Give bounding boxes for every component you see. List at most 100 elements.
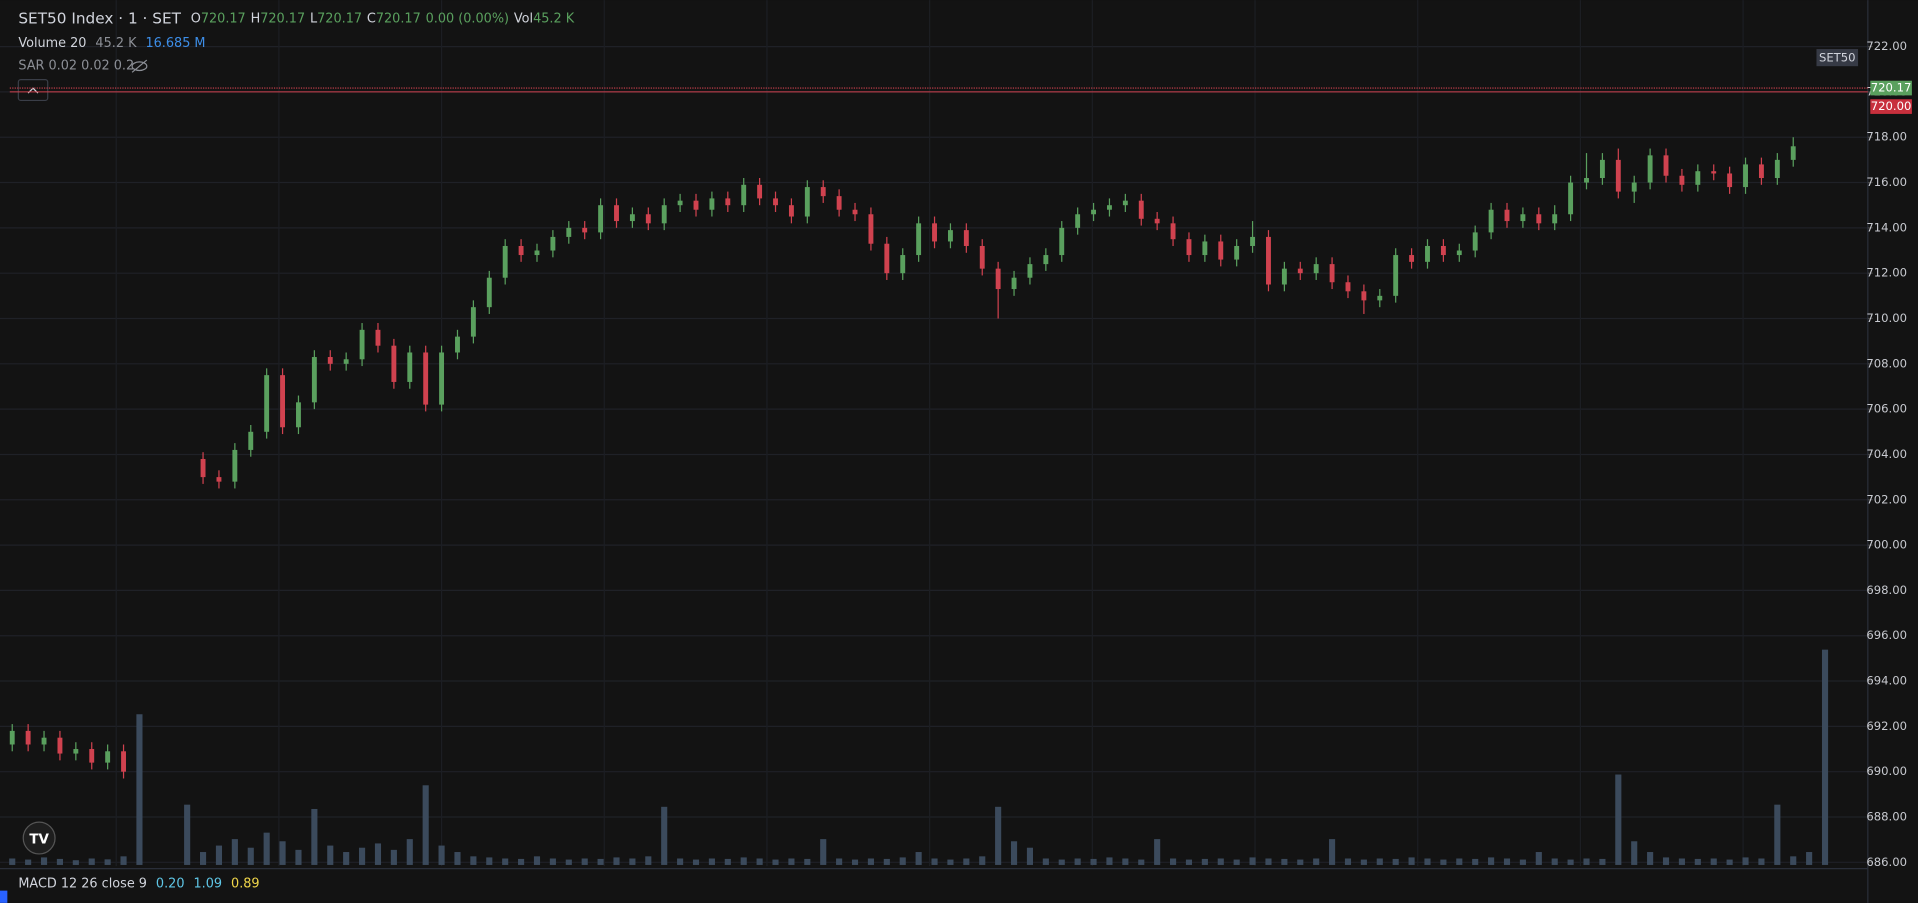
candle-body	[1234, 245, 1240, 260]
collapse-button[interactable]	[17, 79, 49, 102]
y-tick-label: 692.00	[1866, 719, 1907, 733]
volume-bar	[1392, 858, 1399, 865]
y-tick-label: 712.00	[1866, 266, 1907, 280]
volume-bar	[199, 852, 207, 865]
volume-bar	[1249, 857, 1256, 865]
candle-body	[248, 431, 254, 450]
symbol-tag-bg	[1816, 49, 1859, 67]
candle-body	[105, 751, 111, 763]
volume-bar	[1185, 859, 1193, 865]
volume-bar	[756, 858, 763, 865]
y-tick-label: 704.00	[1866, 447, 1907, 461]
candle-body	[1059, 227, 1065, 256]
h-label: H	[251, 11, 261, 26]
sar-study: SAR 0.02 0.02 0.2	[18, 59, 134, 74]
candle-body	[1584, 178, 1589, 183]
volume-bar	[502, 858, 509, 865]
vol-label: Vol	[514, 11, 533, 26]
volume-bar	[995, 806, 1002, 865]
candle-body	[375, 329, 381, 346]
volume-bar	[788, 858, 795, 865]
volume-bar	[1790, 856, 1797, 865]
volume-bar	[1233, 859, 1240, 865]
candle-body	[9, 730, 15, 745]
candle-body	[1663, 155, 1669, 176]
candle-body	[614, 205, 619, 222]
symbol-tag: SET50	[1819, 51, 1856, 65]
volume-bar	[772, 859, 779, 865]
o-label: O	[191, 11, 201, 26]
volume-bar	[25, 859, 32, 865]
volume-bar	[311, 808, 318, 865]
svg-text:TV: TV	[29, 832, 49, 847]
c-label: C	[367, 11, 376, 26]
candle-body	[518, 245, 524, 256]
hide-icon[interactable]	[131, 59, 148, 73]
o-value: 720.17	[201, 11, 246, 26]
volume-bar	[724, 858, 731, 865]
candle-body	[1758, 164, 1764, 179]
volume-bar	[295, 849, 302, 865]
volume-bar	[1010, 841, 1018, 865]
y-tick-label: 688.00	[1866, 809, 1907, 823]
candle-body	[1631, 182, 1637, 192]
volume-bar	[343, 852, 350, 865]
candle-body	[1425, 245, 1430, 262]
candle-body	[1186, 239, 1192, 256]
volume-bar	[708, 858, 715, 865]
y-tick-label: 694.00	[1866, 674, 1907, 688]
y-tick-label: 706.00	[1866, 402, 1907, 416]
volume-bar	[963, 858, 970, 865]
volume-bar	[836, 858, 843, 865]
volume-bar	[231, 839, 238, 865]
y-tick-label: 686.00	[1866, 855, 1907, 869]
change: 0.00 (0.00%)	[426, 11, 509, 26]
candle-body	[41, 737, 47, 745]
candle-body	[963, 230, 969, 246]
volume-bar	[56, 858, 63, 865]
candle-body	[455, 336, 460, 353]
candle-body	[709, 198, 715, 210]
candle-body	[1250, 236, 1256, 246]
candle-body	[1552, 214, 1558, 224]
volume-bar	[1424, 858, 1431, 865]
candle-body	[1615, 159, 1621, 192]
candle-body	[216, 477, 222, 482]
volume-bar	[1519, 859, 1526, 865]
candle-body	[1727, 173, 1733, 188]
volume-bar	[851, 859, 859, 865]
candle-body	[391, 345, 397, 382]
candle-body	[947, 230, 953, 242]
candle-body	[1679, 175, 1685, 185]
candle-body	[121, 751, 126, 772]
volume-bar	[40, 857, 48, 865]
volume-bar	[1058, 859, 1065, 865]
candle-body	[280, 375, 286, 428]
volume-ma: 16.685 M	[145, 35, 205, 50]
candle-body	[1075, 214, 1081, 228]
volume-bar	[1694, 858, 1701, 865]
c-value: 720.17	[376, 11, 421, 26]
volume-bar	[1615, 774, 1622, 865]
volume-value: 45.2 K	[95, 35, 137, 50]
candle-body	[1409, 255, 1415, 262]
candle-body	[359, 329, 365, 360]
volume-bar	[72, 860, 79, 865]
candle-body	[1361, 291, 1367, 301]
volume-bar	[1281, 858, 1288, 865]
candle-body	[486, 277, 492, 308]
volume-bar	[820, 839, 827, 865]
volume-bar	[661, 806, 668, 865]
last-price-tag: 720.17	[1871, 81, 1912, 95]
volume-bar	[1662, 857, 1670, 865]
y-tick-label: 710.00	[1866, 311, 1907, 325]
volume-bar	[613, 857, 620, 865]
candle-body	[200, 458, 206, 478]
y-tick-label: 690.00	[1866, 764, 1907, 778]
candle-body	[1202, 241, 1208, 256]
volume-legend: Volume 20 45.2 K 16.685 M	[18, 35, 205, 50]
tv-logo[interactable]: TV	[22, 821, 56, 855]
volume-bar	[899, 857, 906, 865]
